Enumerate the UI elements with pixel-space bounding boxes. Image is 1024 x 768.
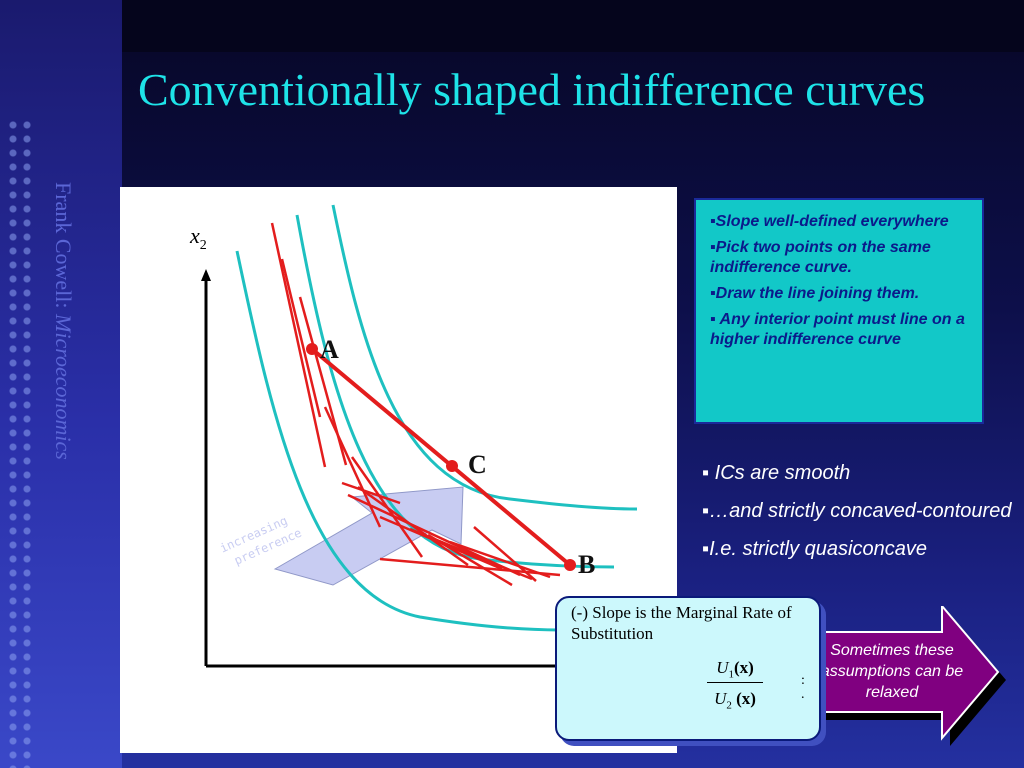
point-a: A: [306, 335, 339, 364]
axes: [204, 275, 560, 668]
bullet-quasiconcave: ▪I.e. strictly quasiconcave: [702, 538, 927, 560]
mrs-fraction: U1(x) U2 (x): [707, 658, 763, 712]
author-credit: Frank Cowell: Microeconomics: [46, 182, 76, 602]
mrs-numerator: U1(x): [707, 658, 763, 684]
info-item-slope: ▪Slope well-defined everywhere: [710, 213, 949, 230]
slide-title: Conventionally shaped indifference curve…: [138, 64, 926, 115]
relaxed-assumptions-arrow: [807, 606, 1006, 746]
chord-line-ab: [310, 347, 572, 567]
tangent-line: [280, 258, 322, 418]
svg-text:B: B: [578, 550, 595, 579]
mrs-description: (-) Slope is the Marginal Rate of Substi…: [571, 603, 792, 643]
y-axis-arrowhead: [201, 269, 211, 281]
bullet-concave: ▪…and strictly concaved-contoured: [702, 500, 1012, 522]
tangent-line: [379, 557, 561, 577]
dot-pattern: [6, 118, 34, 768]
indifference-curve-low: [235, 250, 561, 632]
tangent-line: [427, 533, 513, 587]
point-b: B: [564, 550, 595, 579]
indifference-curves: [235, 204, 638, 632]
y-axis-label: x2: [189, 223, 207, 253]
bullet-smooth: ▪ ICs are smooth: [702, 462, 851, 484]
mrs-trailing-mark: : .: [801, 673, 805, 702]
tangent-line: [449, 540, 551, 579]
left-strip: [0, 0, 122, 768]
bullet-list: ▪ ICs are smooth ▪…and strictly concaved…: [702, 460, 1012, 574]
tangent-line: [341, 481, 401, 505]
tangent-line: [323, 406, 382, 528]
author-name: Frank Cowell:: [51, 182, 76, 309]
point-c: C: [446, 450, 487, 479]
indifference-curve-mid: [295, 214, 615, 569]
book-title: Microeconomics: [51, 314, 76, 460]
tangent-lines: [270, 222, 561, 587]
svg-text:A: A: [320, 335, 339, 364]
relaxed-assumptions-text: Sometimes these assumptions can be relax…: [820, 642, 964, 701]
info-box: ▪Slope well-defined everywhere ▪Pick two…: [694, 198, 984, 424]
mrs-callout: (-) Slope is the Marginal Rate of Substi…: [555, 596, 821, 741]
top-band: [122, 0, 1024, 52]
info-item-pick-points: ▪Pick two points on the same indifferenc…: [710, 239, 931, 276]
info-item-draw-line: ▪Draw the line joining them.: [710, 285, 920, 302]
increasing-preference-arrow: [273, 486, 464, 586]
info-item-interior-point: ▪ Any interior point must line on a high…: [710, 311, 965, 348]
mrs-denominator: U2 (x): [714, 689, 756, 712]
svg-text:C: C: [468, 450, 487, 479]
indifference-curve-high: [331, 204, 638, 511]
tangent-line: [270, 222, 327, 468]
indifference-diagram: x2 increasing preference: [189, 204, 638, 668]
